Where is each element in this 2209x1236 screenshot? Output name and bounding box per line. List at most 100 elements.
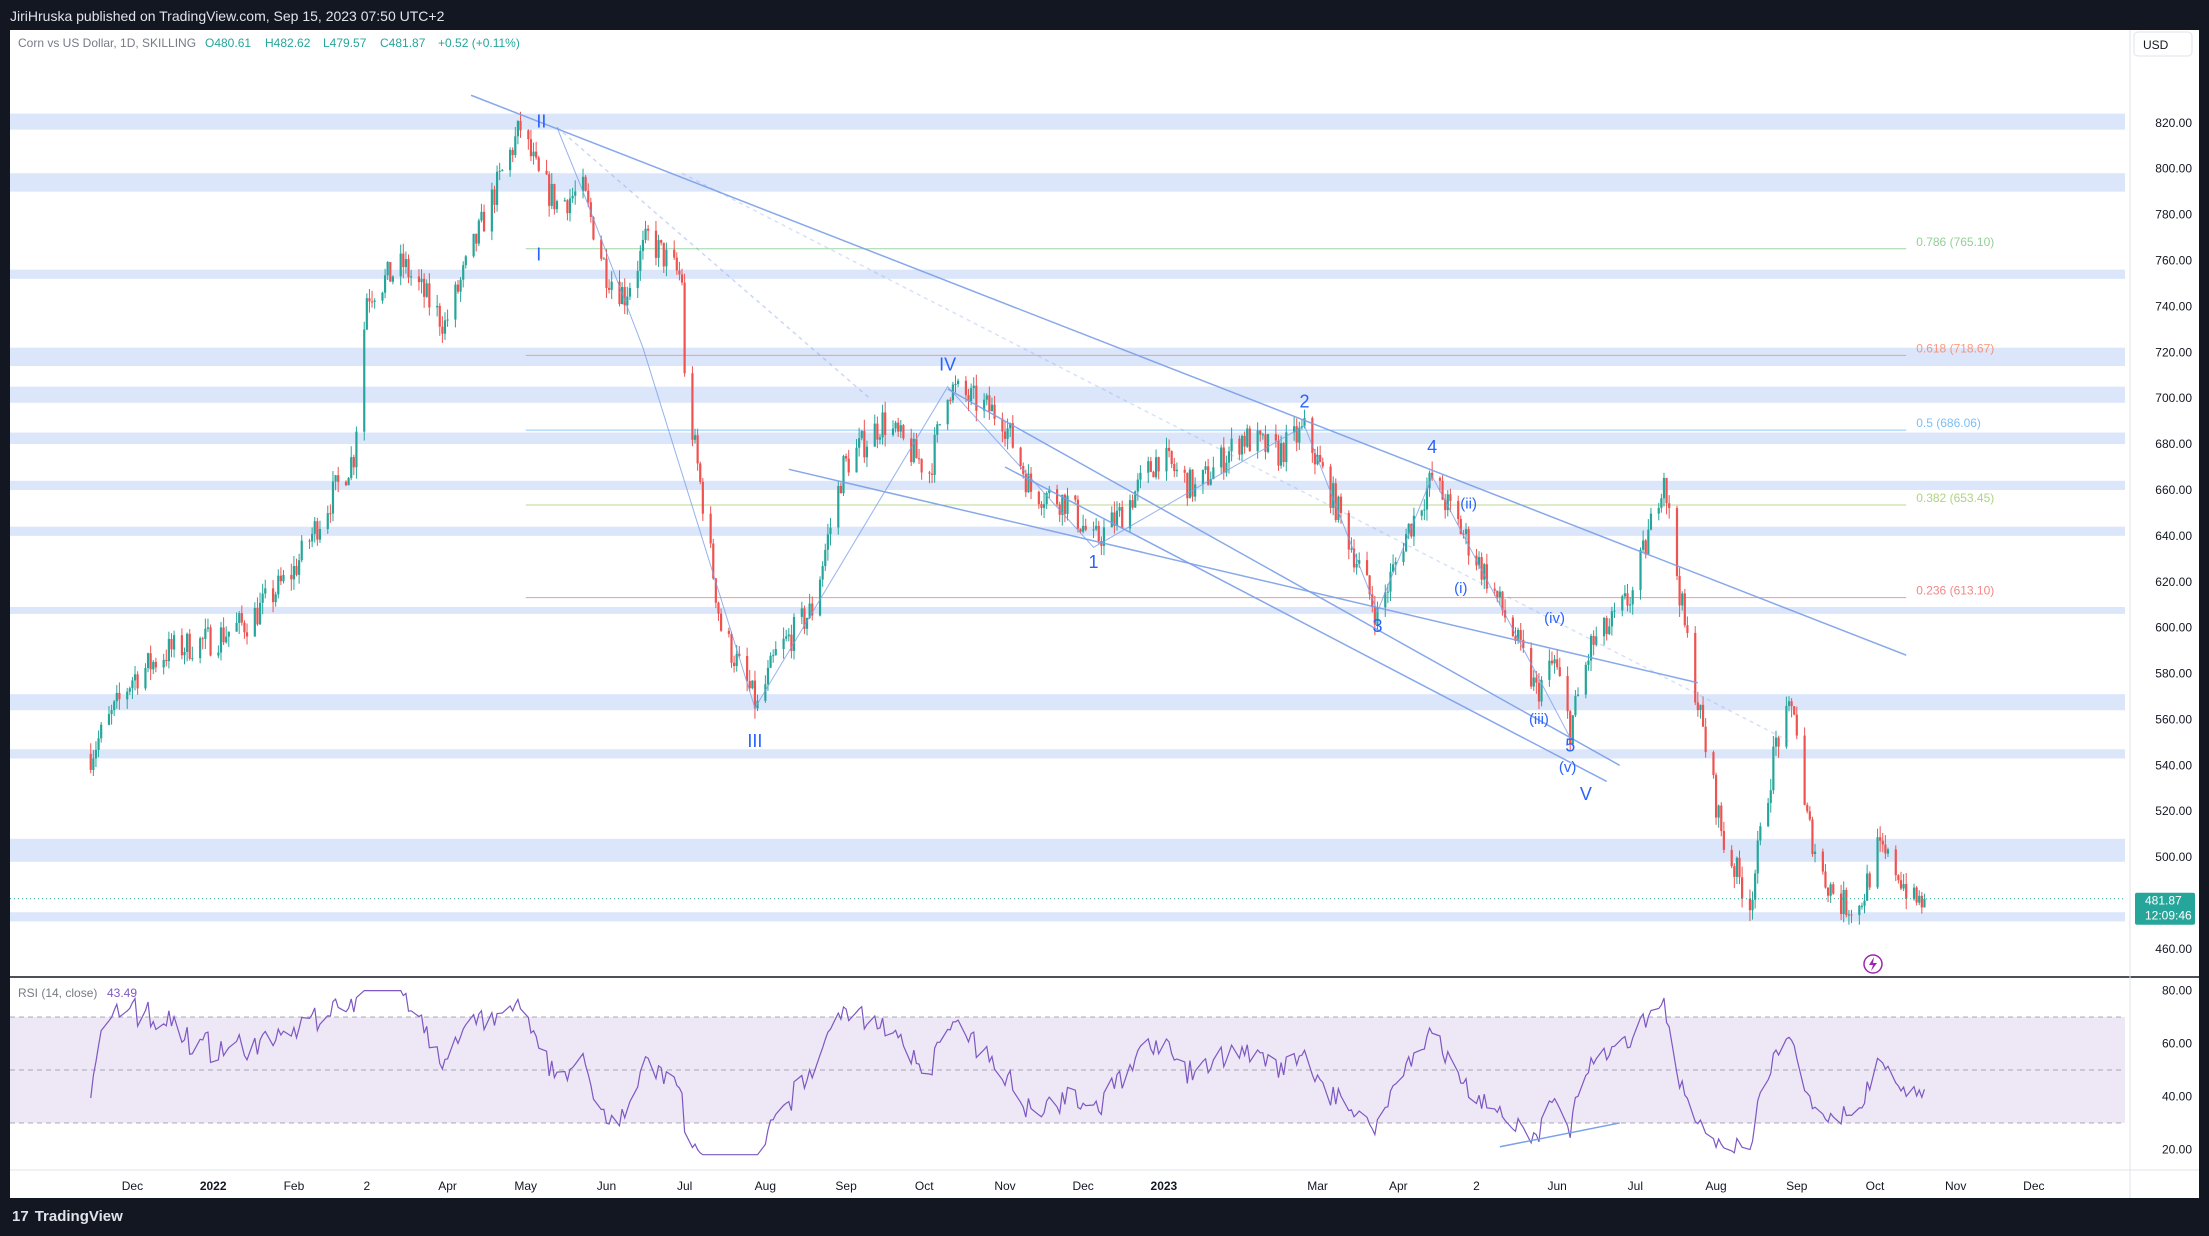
legend-symbol: Corn vs US Dollar, 1D, SKILLING xyxy=(18,36,196,50)
candle-body xyxy=(1024,474,1027,493)
trendlines[interactable] xyxy=(470,94,1907,783)
rsi-divergence-line xyxy=(1499,1122,1620,1148)
candle-body xyxy=(774,649,777,656)
candle-body xyxy=(1371,594,1374,607)
candle-body xyxy=(292,566,296,580)
price-tick-label: 580.00 xyxy=(2155,667,2192,681)
candle-body xyxy=(654,230,658,258)
candle-body xyxy=(592,216,595,240)
time-tick-label: Jul xyxy=(677,1179,692,1193)
candle-body xyxy=(1079,528,1082,532)
candle-body xyxy=(1365,560,1369,576)
candle-body xyxy=(805,618,809,629)
price-tag-value: 481.87 xyxy=(2145,894,2182,908)
candle-body xyxy=(858,438,861,448)
candle-body xyxy=(811,603,814,616)
candle-body xyxy=(1824,871,1827,888)
currency-button[interactable]: USD xyxy=(2133,31,2193,57)
candle-body xyxy=(1412,515,1416,537)
candle-body xyxy=(1389,571,1392,592)
candle-body xyxy=(1733,866,1736,877)
candle-body xyxy=(910,438,913,463)
candle-body xyxy=(1420,510,1423,516)
candle-body xyxy=(1496,590,1499,598)
candle-body xyxy=(587,190,590,203)
candle-body xyxy=(1777,737,1780,747)
candle-body xyxy=(472,233,475,257)
candle-body xyxy=(1535,677,1538,683)
candle-body xyxy=(162,659,165,668)
candle-body xyxy=(482,211,486,232)
candle-body xyxy=(1207,466,1210,485)
candle-body xyxy=(1027,473,1030,493)
candle-body xyxy=(1626,593,1629,606)
candle-body xyxy=(693,435,697,440)
candle-body xyxy=(1246,428,1249,447)
candle-body xyxy=(1274,434,1277,441)
candle-body xyxy=(970,388,973,402)
candle-body xyxy=(1368,575,1371,595)
svg-text:43.49: 43.49 xyxy=(107,986,137,1000)
candle-body xyxy=(1602,617,1606,637)
candle-body xyxy=(1808,811,1811,820)
candle-body xyxy=(527,130,530,140)
candle-body xyxy=(1173,463,1176,472)
candle-body xyxy=(1741,877,1744,899)
candle-body xyxy=(555,201,559,210)
candle-body xyxy=(1139,472,1142,480)
candle-body xyxy=(662,242,665,267)
candle-body xyxy=(1569,711,1572,745)
candle-body xyxy=(860,431,863,439)
candle-body xyxy=(1647,529,1650,555)
legend-close: C481.87 xyxy=(380,36,426,50)
candle-body xyxy=(1446,494,1449,511)
price-tick-label: 720.00 xyxy=(2155,345,2192,359)
candle-body xyxy=(897,422,900,432)
svg-text:O480.61: O480.61 xyxy=(205,36,251,50)
wave-label: V xyxy=(1580,784,1592,804)
candle-body xyxy=(884,412,887,435)
time-tick-label: Feb xyxy=(284,1179,305,1193)
candle-body xyxy=(1683,593,1686,626)
candle-body xyxy=(618,281,621,305)
rsi-tick-label: 20.00 xyxy=(2162,1142,2192,1156)
candle-body xyxy=(735,653,738,666)
currency-label: USD xyxy=(2143,38,2169,52)
candle-body xyxy=(1511,617,1515,637)
candle-body xyxy=(410,276,413,278)
candle-body xyxy=(1694,632,1697,703)
candle-body xyxy=(282,574,285,582)
trendline xyxy=(556,126,871,399)
candle-body xyxy=(1264,434,1267,452)
candle-body xyxy=(1394,561,1397,565)
candle-body xyxy=(1266,434,1270,452)
price-tick-label: 760.00 xyxy=(2155,253,2192,267)
candle-body xyxy=(407,259,410,278)
price-zone xyxy=(10,526,2125,536)
tradingview-logo[interactable]: 17 TradingView xyxy=(12,1208,123,1225)
candle-body xyxy=(746,656,749,682)
lightning-icon[interactable] xyxy=(1863,954,1883,974)
candle-body xyxy=(1003,431,1007,439)
candle-body xyxy=(1082,525,1085,532)
candle-body xyxy=(1165,447,1168,472)
candle-body xyxy=(1704,726,1707,753)
candle-body xyxy=(1037,491,1040,505)
candle-body xyxy=(1592,635,1595,645)
candle-body xyxy=(602,258,605,260)
candle-body xyxy=(441,326,444,334)
candle-body xyxy=(972,385,975,389)
candle-body xyxy=(495,171,499,205)
candle-body xyxy=(1441,480,1444,500)
support-resistance-zones xyxy=(10,113,2125,922)
candle-body xyxy=(1444,499,1447,511)
candle-body xyxy=(1605,617,1608,634)
candle-body xyxy=(100,724,103,739)
candle-body xyxy=(1756,840,1759,874)
candle-body xyxy=(204,628,207,639)
candle-body xyxy=(1514,636,1517,641)
price-tag-countdown: 12:09:46 xyxy=(2145,909,2192,923)
candle-body xyxy=(144,668,147,689)
chart-canvas[interactable]: 0.786 (765.10) 0.618 (718.67) 0.5 (686.06)… xyxy=(10,30,2199,1198)
candle-body xyxy=(1045,492,1048,505)
